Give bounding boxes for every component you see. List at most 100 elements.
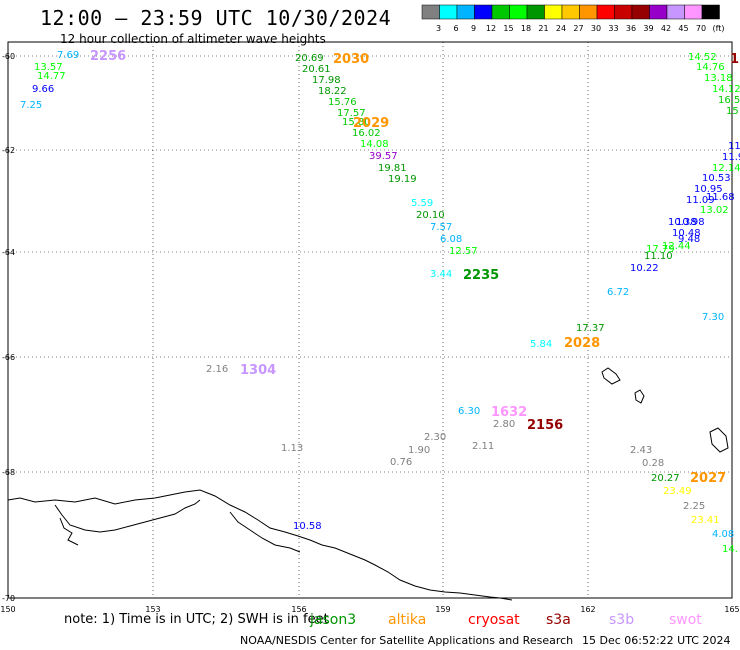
colorbar-label: 30 [591,24,601,33]
lon-tick-label: 165 [724,605,739,614]
island-path [59,517,79,546]
wave-height-label: 6.30 [458,406,480,417]
colorbar-swatch [544,4,563,20]
wave-height-label: 10.38 [668,217,697,228]
wave-height-label: 12.44 [662,241,691,252]
wave-height-label: 10.53 [702,173,731,184]
island-path [229,511,301,553]
satellite-legend-item: swot [669,612,702,628]
wave-height-label: 10.48 [672,228,701,239]
island-path [54,499,201,533]
wave-height-label: 15.76 [328,97,357,108]
wave-height-label: 17.37 [576,323,605,334]
colorbar-swatch [509,4,528,20]
lon-tick-label: 150 [0,605,15,614]
satellite-legend-item: jason3 [310,612,357,628]
wave-height-label: 2.30 [424,432,446,443]
colorbar-label: 21 [538,24,548,33]
wave-height-label: 23.41 [691,515,720,526]
wave-height-label: 17.98 [312,75,341,86]
wave-height-label: 1.90 [408,445,430,456]
wave-height-label: 23.49 [663,486,692,497]
wave-height-label: 6.72 [607,287,629,298]
wave-height-label: 14.52 [688,52,717,63]
lon-tick-label: 153 [145,605,160,614]
wave-height-label: 7.69 [57,50,79,61]
wave-height-label: 6.08 [440,234,462,245]
map-frame [7,41,733,599]
pass-time-label: 2030 [333,52,369,67]
colorbar-label: 6 [453,24,458,33]
colorbar-swatch [561,4,580,20]
wave-height-label: 16.02 [352,128,381,139]
wave-height-label: 12.57 [449,246,478,257]
wave-height-label: 13.57 [34,62,63,73]
pass-time-label: 12 [730,52,740,67]
satellite-legend-item: s3b [609,612,635,628]
colorbar-swatch [421,4,440,20]
colorbar-label: 45 [678,24,688,33]
colorbar-swatch [439,4,458,20]
wave-height-label: 2.16 [206,364,228,375]
pass-time-label: 2235 [463,268,499,283]
colorbar-label: (ft) [712,24,724,33]
colorbar-label: 70 [696,24,706,33]
colorbar-swatch [491,4,510,20]
wave-height-label: 16.5 [718,95,740,106]
satellite-legend-item: altika [388,612,427,628]
satellite-legend-item: cryosat [468,612,520,628]
pass-time-label: 1632 [491,405,527,420]
wave-height-label: 0.28 [642,458,664,469]
wave-height-label: 19.19 [388,174,417,185]
footer-note: note: 1) Time is in UTC; 2) SWH is in fe… [64,612,329,627]
footer-credit: NOAA/NESDIS Center for Satellite Applica… [240,634,574,647]
colorbar-swatch [526,4,545,20]
wave-height-label: 17.57 [337,108,366,119]
lat-tick-label: -62 [2,146,15,155]
colorbar-label: 36 [626,24,636,33]
colorbar-label: 42 [661,24,671,33]
wave-height-label: 2.80 [493,419,515,430]
colorbar-swatch [579,4,598,20]
colorbar-swatch [666,4,685,20]
wave-height-label: 11.09 [686,195,715,206]
pass-time-label: 2156 [527,418,563,433]
colorbar-swatch [474,4,493,20]
wave-height-label: 19.81 [378,163,407,174]
colorbar-swatch [649,4,668,20]
footer-timestamp: 15 Dec 06:52:22 UTC 2024 [582,634,731,647]
pass-time-label: 2027 [690,471,726,486]
wave-height-label: 17.79 [646,244,675,255]
wave-height-label: 13.18 [704,73,733,84]
wave-height-label: 14.12 [712,84,740,95]
wave-height-label: 0.76 [390,457,412,468]
colorbar-label: 39 [643,24,653,33]
lat-tick-label: -64 [2,248,15,257]
colorbar-swatch [631,4,650,20]
pass-time-label: 2256 [90,49,126,64]
lat-tick-label: -68 [2,468,15,477]
pass-time-label: 2028 [564,336,600,351]
pass-time-label: 1304 [240,363,276,378]
wave-height-label: 13.02 [700,205,729,216]
colorbar-label: 33 [608,24,618,33]
colorbar-label: 12 [486,24,496,33]
colorbar-label: 27 [573,24,583,33]
wave-height-label: 14.76 [696,62,725,73]
wave-height-label: 20.61 [302,64,331,75]
wave-height-label: 10.95 [694,184,723,195]
wave-height-label: 39.57 [369,151,398,162]
colorbar-label: 15 [503,24,513,33]
coastline [7,367,729,601]
colorbar-label: 18 [521,24,531,33]
island-path [709,427,729,453]
colorbar-label: 9 [471,24,476,33]
wave-height-label: 7.25 [20,100,42,111]
wave-height-label: 10.98 [676,217,705,228]
wave-height-label: 11.9 [722,152,740,163]
wave-height-label: 11.68 [706,192,735,203]
